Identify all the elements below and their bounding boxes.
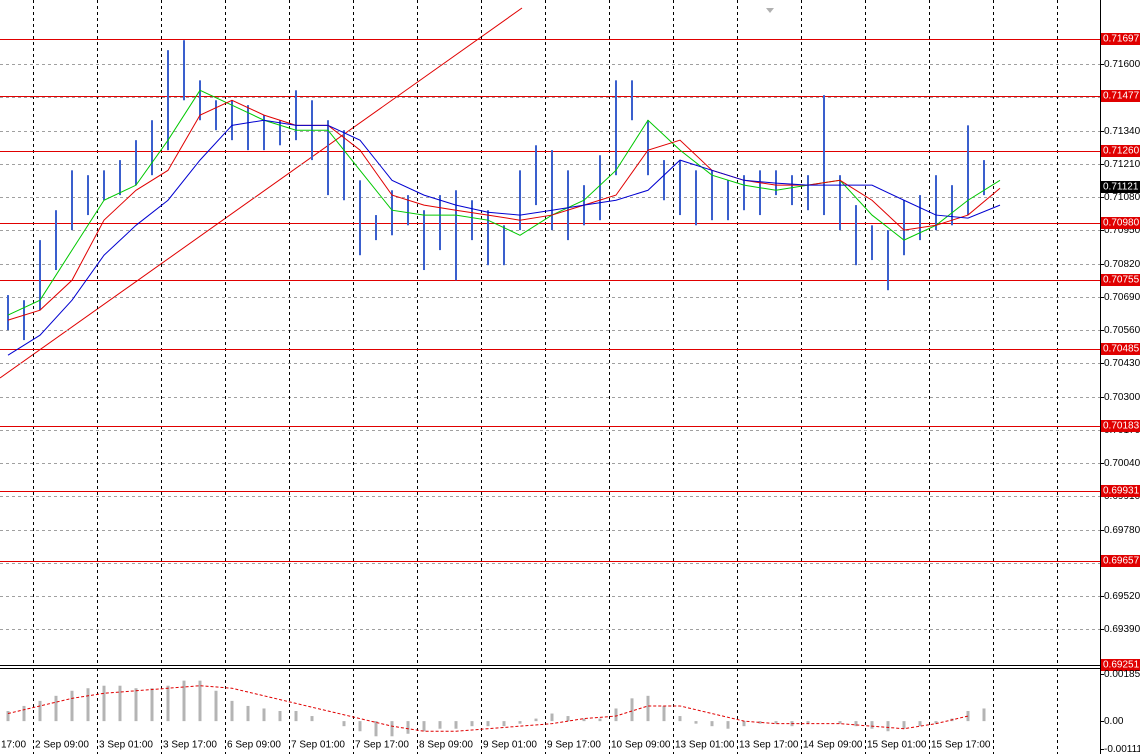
x-tick-label: 15 Sep 17:00 xyxy=(931,740,991,751)
last-price-box xyxy=(1101,181,1140,193)
osc-y-tick-label: 0.00 xyxy=(1104,716,1124,727)
x-tick-label: 7 Sep 01:00 xyxy=(291,740,345,751)
level-label: 0.70980 xyxy=(1103,218,1140,229)
x-tick-label: 15 Sep 01:00 xyxy=(867,740,927,751)
level-label: 0.71697 xyxy=(1103,34,1140,45)
x-tick-label: 10 Sep 09:00 xyxy=(611,740,671,751)
y-tick-label: 0.70690 xyxy=(1104,292,1140,303)
signal-line xyxy=(7,685,969,732)
y-tick-label: 0.69520 xyxy=(1104,591,1140,602)
y-tick-label: 0.71080 xyxy=(1104,192,1140,203)
y-tick-label: 0.69390 xyxy=(1104,624,1140,635)
level-label-box xyxy=(1101,343,1140,355)
x-tick-label: 6 Sep 09:00 xyxy=(227,740,281,751)
level-label-box xyxy=(1101,145,1140,157)
osc-y-tick-label: -0.00111 xyxy=(1104,744,1140,754)
x-tick-label: 7 Sep 17:00 xyxy=(355,740,409,751)
level-label: 0.69657 xyxy=(1103,556,1140,567)
level-label: 0.70183 xyxy=(1103,421,1140,432)
x-tick-label: 9 Sep 17:00 xyxy=(547,740,601,751)
x-tick-label: 2 Sep 09:00 xyxy=(35,740,89,751)
oscillator-panel xyxy=(6,668,1058,754)
moving-average xyxy=(7,99,1001,321)
level-label-box xyxy=(1101,274,1140,286)
x-tick-label: 13 Sep 17:00 xyxy=(739,740,799,751)
y-tick-label: 0.71210 xyxy=(1104,159,1140,170)
y-tick-label: 0.70820 xyxy=(1104,259,1140,270)
x-tick-label: 13 Sep 01:00 xyxy=(675,740,735,751)
x-tick-label: 3 Sep 01:00 xyxy=(99,740,153,751)
moving-average xyxy=(7,119,1001,356)
y-tick-label: 0.69780 xyxy=(1104,525,1140,536)
shift-marker xyxy=(766,8,774,13)
x-tick-label: 14 Sep 09:00 xyxy=(803,740,863,751)
level-label: 0.70485 xyxy=(1103,344,1140,355)
level-label-box xyxy=(1101,485,1140,497)
last-price-label: 0.71121 xyxy=(1103,182,1139,193)
level-label-box xyxy=(1101,420,1140,432)
level-label: 0.70755 xyxy=(1103,275,1140,286)
x-tick-label: 9 Sep 01:00 xyxy=(483,740,537,751)
level-label: 0.71260 xyxy=(1103,146,1140,157)
y-tick-label: 0.70560 xyxy=(1104,325,1140,336)
level-label-box xyxy=(1101,90,1140,102)
y-tick-label: 0.70430 xyxy=(1104,358,1140,369)
y-tick-label: 0.70300 xyxy=(1104,392,1140,403)
y-tick-label: 0.70950 xyxy=(1104,225,1140,236)
x-tick-label: 8 Sep 09:00 xyxy=(419,740,473,751)
y-tick-label: 0.71600 xyxy=(1104,59,1140,70)
level-label: 0.71477 xyxy=(1103,91,1140,102)
osc-y-tick-label: 0.001855 xyxy=(1104,669,1140,680)
x-tick-label: 17:00 xyxy=(1,740,26,751)
price-panel xyxy=(0,0,1100,665)
trend-line xyxy=(0,7,523,379)
level-label-box xyxy=(1101,659,1140,671)
level-label: 0.69931 xyxy=(1103,486,1140,497)
level-label: 0.69251 xyxy=(1103,660,1140,671)
level-label-box xyxy=(1101,217,1140,229)
level-label-box xyxy=(1101,33,1140,45)
level-label-box xyxy=(1101,555,1140,567)
y-tick-label: 0.70040 xyxy=(1104,458,1140,469)
y-tick-label: 0.71340 xyxy=(1104,126,1140,137)
x-tick-label: 3 Sep 17:00 xyxy=(163,740,217,751)
